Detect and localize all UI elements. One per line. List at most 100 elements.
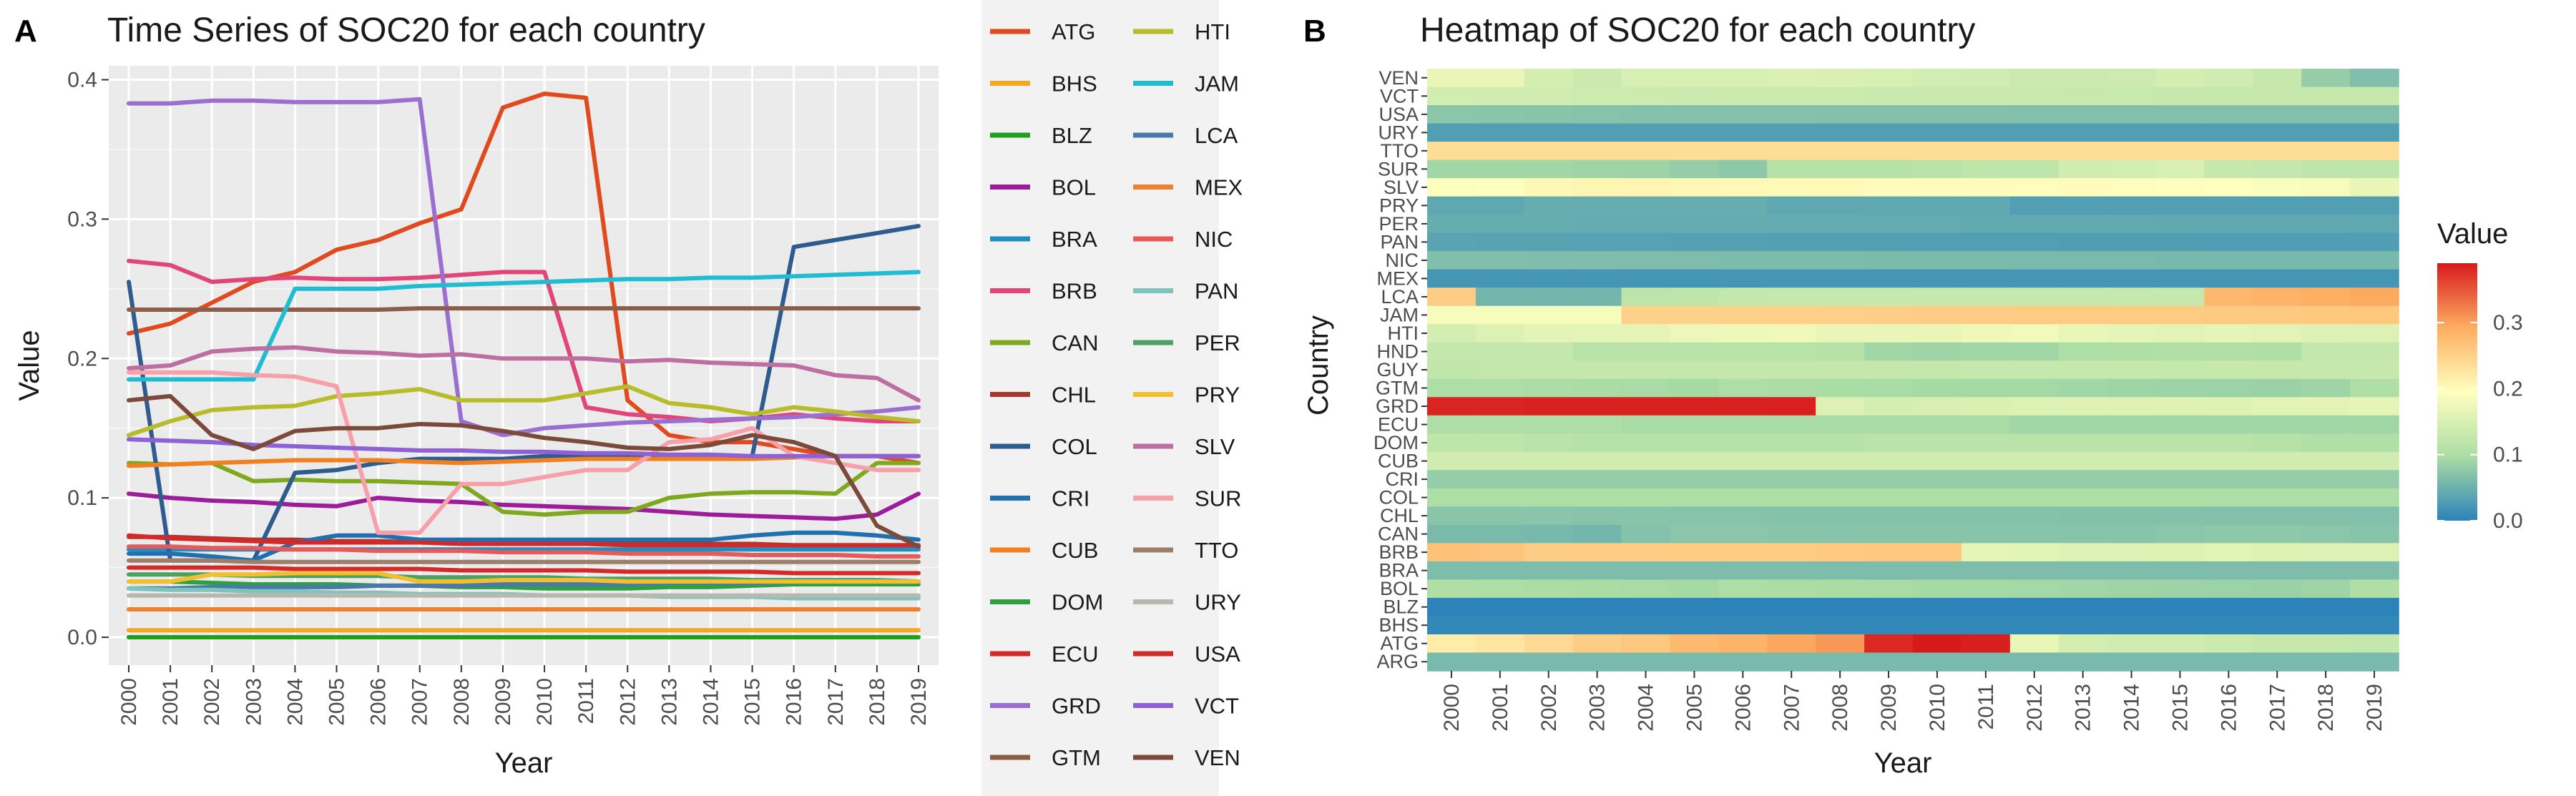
heatmap-cell-vct [1816,87,1865,106]
heatmap-cell-atg [1816,634,1865,654]
heatmap-cell-ecu [2301,415,2351,435]
x-tick-label: 2018 [866,678,889,726]
heatmap-cell-col [1816,488,1865,508]
x-tick-label: 2016 [783,678,806,726]
heatmap-cell-per [1621,215,1671,234]
heatmap-cell-pry [2301,196,2351,215]
heatmap-cell-ecu [1864,415,1914,435]
country-tick-label: GUY [1376,359,1419,380]
heatmap-cell-ury [1524,123,1574,142]
panel-a-title: Time Series of SOC20 for each country [107,11,705,49]
heatmap-cell-slv [1718,178,1768,197]
heatmap-cell-usa [1864,105,1914,124]
x-tick-label: 2004 [283,678,307,726]
heatmap-cell-bhs [1718,616,1768,635]
heatmap-cell-ven [1670,69,1720,88]
heatmap-cell-bra [2350,561,2399,581]
heatmap-cell-atg [1621,634,1671,654]
heatmap-cell-ven [1913,69,1962,88]
year-tick-label: 2016 [2217,684,2240,732]
heatmap-cell-atg [1718,634,1768,654]
legend-label-cub: CUB [1052,538,1098,563]
country-tick-label: NIC [1386,250,1419,271]
heatmap-cell-cub [2058,451,2108,471]
heatmap-cell-lca [1864,288,1914,307]
heatmap-cell-guy [2350,360,2399,380]
heatmap-cell-per [1524,215,1574,234]
country-tick-label: PRY [1379,195,1419,216]
heatmap-cell-tto [2107,142,2157,161]
heatmap-cell-bol [2107,579,2157,599]
heatmap-cell-col [2058,488,2108,508]
heatmap-cell-guy [1864,360,1914,380]
heatmap-cell-jam [2155,305,2205,325]
heatmap-cell-atg [2107,634,2157,654]
heatmap-cell-gtm [1427,378,1476,398]
heatmap-cell-chl [1572,506,1622,526]
heatmap-cell-usa [2107,105,2157,124]
series-line-ven [127,393,921,549]
heatmap-cell-cub [1572,451,1622,471]
y-tick-label: 0.3 [67,207,97,231]
heatmap-cell-vct [2058,87,2108,106]
heatmap-cell-blz [2253,597,2302,617]
heatmap-cell-per [1670,215,1720,234]
heatmap-cell-col [1621,488,1671,508]
heatmap-cell-cri [2009,470,2060,489]
heatmap-cell-jam [1621,305,1671,325]
x-tick-label: 2003 [242,678,265,726]
heatmap-cell-blz [1767,597,1816,617]
heatmap-cell-grd [2253,397,2302,416]
heatmap-cell-cub [2107,451,2157,471]
heatmap-cell-slv [1767,178,1816,197]
heatmap-cell-gtm [1670,378,1720,398]
heatmap-cell-hti [2107,324,2157,343]
heatmap-cell-hti [1913,324,1962,343]
heatmap-cell-hnd [2253,342,2302,362]
legend-label-cri: CRI [1052,486,1089,511]
heatmap-cell-cri [1670,470,1720,489]
heatmap-cell-grd [2204,397,2254,416]
heatmap-cell-pry [1670,196,1720,215]
heatmap-cell-cri [2155,470,2205,489]
year-tick-label: 2006 [1731,684,1755,732]
heatmap-cell-hnd [2058,342,2108,362]
heatmap-cell-ecu [1913,415,1962,435]
heatmap-cell-pry [1864,196,1914,215]
heatmap-cell-slv [1572,178,1622,197]
heatmap-cell-slv [1913,178,1962,197]
panel-b-tag: B [1303,14,1326,49]
country-tick-label: BHS [1378,614,1419,636]
line-plot-y-title: Value [14,330,45,401]
heatmap-x-title: Year [1874,747,1932,779]
heatmap-cell-blz [1670,597,1720,617]
heatmap-cell-cri [2107,470,2157,489]
heatmap-cell-hti [1572,324,1622,343]
heatmap-cell-mex [2009,269,2060,288]
heatmap-cell-brb [2009,543,2060,562]
heatmap-cell-pry [2253,196,2302,215]
heatmap-cell-ecu [1475,415,1525,435]
heatmap-cell-guy [2253,360,2302,380]
heatmap-cell-atg [2058,634,2108,654]
heatmap-cell-pry [1767,196,1816,215]
heatmap-cell-brb [1524,543,1574,562]
x-tick-label: 2009 [491,678,515,726]
heatmap-cell-brb [2301,543,2351,562]
heatmap-cell-guy [2107,360,2157,380]
legend-label-atg: ATG [1052,19,1095,44]
heatmap-cell-lca [1427,288,1476,307]
heatmap-cell-bhs [2204,616,2254,635]
heatmap-cell-blz [1961,597,2011,617]
heatmap-cell-jam [2301,305,2351,325]
heatmap-cell-atg [1913,634,1962,654]
series-line-dom [127,579,921,591]
heatmap-cell-nic [2155,251,2205,270]
country-tick-label: GRD [1376,395,1419,417]
heatmap-cell-slv [2058,178,2108,197]
year-tick-label: 2004 [1635,684,1658,732]
heatmap-cell-pan [1670,232,1720,252]
x-tick-label: 2006 [367,678,391,726]
heatmap-cell-arg [2204,652,2254,672]
heatmap-cell-grd [2301,397,2351,416]
